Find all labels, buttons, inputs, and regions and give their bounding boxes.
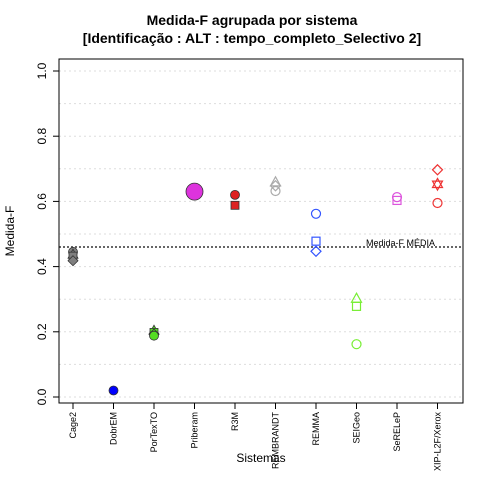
x-axis-label: Sistemas [236,451,285,465]
data-point [431,177,444,189]
chart-title: Medida-F agrupada por sistema [147,12,358,28]
plot-frame [58,58,464,404]
data-point [149,330,159,341]
data-point [310,245,322,258]
data-point [431,180,444,192]
data-point [230,200,240,210]
x-tick-label: REMBRANDT [271,412,281,470]
chart-subtitle: [Identificação : ALT : tempo_completo_Se… [83,30,421,46]
grid-lines [59,70,463,398]
data-point [108,385,119,396]
data-points [67,163,444,396]
data-point [185,182,204,201]
data-point [351,339,362,350]
y-tick-label: 0.6 [35,193,49,210]
y-axis: 0.0 0.2 0.4 0.6 0.8 1.0 [35,62,60,405]
data-point [431,163,444,176]
y-tick-label: 0.8 [35,128,49,145]
data-point [391,192,403,203]
x-tick-label: XIP-L2F/Xerox [433,412,443,472]
y-tick-label: 0.4 [35,258,49,275]
x-tick-label: DobrEM [109,412,119,445]
data-point [350,291,363,303]
x-tick-label: Cage2 [68,412,78,439]
x-tick-label: Priberam [190,412,200,449]
x-tick-label: SEIGeo [352,412,362,444]
data-point [392,195,402,206]
x-tick-label: R3M [230,412,240,431]
x-tick-label: PorTexTO [149,412,159,452]
data-point [432,197,443,209]
data-point [351,301,362,311]
data-point [67,255,79,267]
y-tick-label: 0.2 [35,323,49,340]
y-tick-label: 0.0 [35,388,49,405]
average-reference-label: Medida-F MÉDIA [366,238,435,248]
data-point [269,179,282,192]
data-point [310,208,322,219]
x-axis: Cage2 DobrEM PorTexTO Priberam R3M REMBRANDT R… [68,402,443,472]
y-tick-label: 1.0 [35,62,49,79]
data-point [311,236,321,246]
data-point [269,175,282,187]
x-tick-label: REMMA [311,412,321,446]
x-tick-label: SeRELeP [392,412,402,452]
data-point [230,189,240,200]
data-point [270,185,281,197]
y-axis-label: Medida-F [3,206,17,257]
